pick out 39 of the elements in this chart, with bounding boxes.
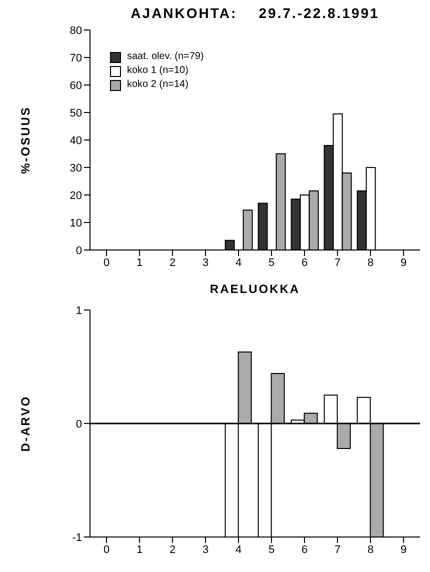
x-tick-label: 5 (268, 256, 275, 269)
x-tick-label: 0 (103, 544, 110, 556)
y-tick-label: 10 (70, 217, 82, 230)
x-tick-label: 9 (400, 256, 407, 269)
x-tick-label: 6 (301, 256, 308, 269)
x-tick-label: 9 (400, 544, 407, 556)
y-tick-label: -1 (72, 532, 82, 544)
legend-label: koko 1 (n=10) (127, 64, 188, 78)
x-tick-label: 4 (235, 256, 242, 269)
x-tick-label: 2 (169, 256, 176, 269)
y-tick-label: 70 (70, 52, 82, 64)
x-tick-label: 5 (268, 544, 275, 556)
y-tick-label: 0 (76, 418, 82, 430)
x-tick-label: 7 (334, 544, 341, 556)
y-tick-label: 50 (70, 107, 82, 120)
y-axis-title: D-ARVO (18, 395, 32, 452)
legend-label: saat. olev. (n=79) (127, 50, 204, 64)
y-tick-label: 40 (70, 134, 82, 147)
y-tick-label: 60 (70, 80, 82, 92)
y-tick-label: 80 (70, 24, 82, 37)
y-tick-label: 30 (70, 162, 82, 174)
legend-label: koko 2 (n=14) (127, 78, 188, 92)
y-tick-label: 1 (76, 304, 82, 317)
x-tick-label: 3 (202, 544, 209, 556)
x-tick-label: 6 (301, 544, 308, 556)
y-axis-title: %-OSUUS (18, 106, 32, 174)
chart-title: AJANKOHTA: 29.7.-22.8.1991 (130, 5, 380, 21)
x-tick-label: 8 (367, 256, 374, 269)
y-tick-label: 0 (76, 244, 82, 257)
x-tick-label: 0 (103, 256, 110, 269)
x-tick-label: 7 (334, 256, 341, 269)
x-tick-label: 1 (136, 544, 143, 556)
y-tick-label: 20 (70, 190, 82, 202)
x-tick-label: 8 (367, 544, 374, 556)
x-tick-label: 2 (169, 544, 176, 556)
x-tick-label: 1 (136, 256, 143, 269)
x-axis-title: RAELUOKKA (210, 282, 300, 296)
x-tick-label: 4 (235, 544, 242, 556)
x-tick-label: 3 (202, 256, 209, 269)
